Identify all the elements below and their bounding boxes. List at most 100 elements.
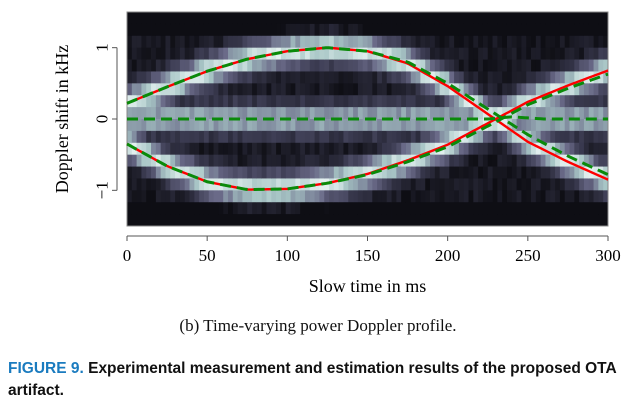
heatmap-cell: [367, 83, 373, 96]
heatmap-cell: [439, 166, 445, 179]
heatmap-cell: [280, 166, 287, 179]
heatmap-cell: [603, 178, 609, 191]
heatmap-cell: [203, 154, 210, 167]
heatmap-cell: [405, 142, 412, 156]
heatmap-cell: [415, 83, 421, 96]
heatmap-cell: [415, 178, 421, 191]
heatmap-cell: [401, 119, 407, 132]
heatmap-cell: [343, 71, 349, 84]
heatmap-cell: [454, 119, 460, 132]
heatmap-cell: [179, 59, 186, 72]
heatmap-cell: [232, 59, 239, 72]
heatmap-cell: [256, 83, 263, 96]
heatmap-cell: [228, 130, 234, 144]
heatmap-cell: [473, 107, 479, 120]
heatmap-cell: [540, 47, 546, 60]
heatmap-cell: [535, 142, 542, 156]
heatmap-cell: [468, 107, 474, 120]
heatmap-cell: [579, 130, 585, 144]
heatmap-cell: [290, 142, 296, 156]
heatmap-cell: [497, 107, 503, 120]
heatmap-cell: [353, 142, 359, 156]
heatmap-cell: [276, 142, 282, 156]
heatmap-cell: [131, 35, 138, 49]
heatmap-cell: [458, 166, 465, 179]
heatmap-cell: [319, 23, 325, 37]
heatmap-cell: [237, 95, 243, 108]
heatmap-cell: [550, 214, 556, 227]
heatmap-cell: [540, 202, 546, 215]
heatmap-cell: [588, 190, 594, 203]
heatmap-cell: [449, 166, 455, 179]
heatmap-cell: [579, 166, 585, 179]
heatmap-cell: [309, 142, 315, 156]
heatmap-cell: [271, 178, 277, 191]
heatmap-cell: [583, 107, 590, 120]
heatmap-cell: [444, 71, 450, 84]
heatmap-cell: [232, 47, 239, 60]
heatmap-cell: [357, 23, 364, 37]
heatmap-cell: [430, 107, 436, 120]
heatmap-cell: [199, 119, 205, 132]
heatmap-cell: [593, 142, 599, 156]
heatmap-cell: [179, 190, 186, 203]
heatmap-cell: [170, 142, 176, 156]
heatmap-cell: [155, 23, 162, 37]
heatmap-cell: [160, 154, 166, 167]
heatmap-cell: [377, 59, 383, 72]
heatmap-cell: [550, 202, 556, 215]
heatmap-cell: [309, 190, 315, 203]
heatmap-cell: [319, 190, 325, 203]
heatmap-cell: [362, 59, 368, 72]
heatmap-cell: [540, 214, 546, 227]
heatmap-cell: [564, 47, 570, 60]
heatmap-cell: [516, 202, 522, 215]
heatmap-cell: [300, 12, 306, 25]
heatmap-cell: [555, 47, 561, 60]
heatmap-cell: [598, 12, 604, 25]
heatmap-cell: [381, 35, 388, 49]
heatmap-cell: [338, 95, 344, 108]
heatmap-cell: [179, 202, 186, 215]
heatmap-cell: [136, 130, 142, 144]
heatmap-cell: [545, 47, 551, 60]
heatmap-cell: [531, 12, 537, 25]
heatmap-cell: [232, 154, 239, 167]
heatmap-cell: [199, 107, 205, 120]
heatmap-cell: [410, 214, 416, 227]
heatmap-cell: [473, 130, 479, 144]
heatmap-cell: [300, 190, 306, 203]
heatmap-cell: [276, 107, 282, 120]
heatmap-cell: [526, 12, 532, 25]
heatmap-cell: [555, 23, 561, 37]
heatmap-cell: [314, 154, 320, 167]
heatmap-cell: [170, 107, 176, 120]
heatmap-cell: [218, 190, 224, 203]
heatmap-cell: [223, 142, 229, 156]
heatmap-cell: [502, 95, 508, 108]
heatmap-cell: [261, 59, 267, 72]
heatmap-cell: [458, 47, 465, 60]
heatmap-cell: [261, 83, 267, 96]
heatmap-cell: [531, 119, 537, 132]
heatmap-cell: [511, 166, 518, 179]
heatmap-cell: [179, 71, 186, 84]
heatmap-cell: [564, 190, 570, 203]
heatmap-cell: [170, 130, 176, 144]
heatmap-cell: [131, 107, 138, 120]
heatmap-cell: [420, 202, 426, 215]
heatmap-cell: [228, 23, 234, 37]
y-tick-label: −1: [93, 181, 112, 199]
heatmap-cell: [237, 130, 243, 144]
heatmap-cell: [353, 71, 359, 84]
heatmap-cell: [170, 166, 176, 179]
heatmap-cell: [309, 107, 315, 120]
heatmap-cell: [165, 83, 171, 96]
heatmap-cell: [396, 59, 402, 72]
heatmap-cell: [232, 35, 239, 49]
heatmap-cell: [146, 190, 152, 203]
heatmap-cell: [203, 83, 210, 96]
heatmap-cell: [175, 178, 181, 191]
heatmap-cell: [574, 142, 580, 156]
heatmap-cell: [276, 83, 282, 96]
